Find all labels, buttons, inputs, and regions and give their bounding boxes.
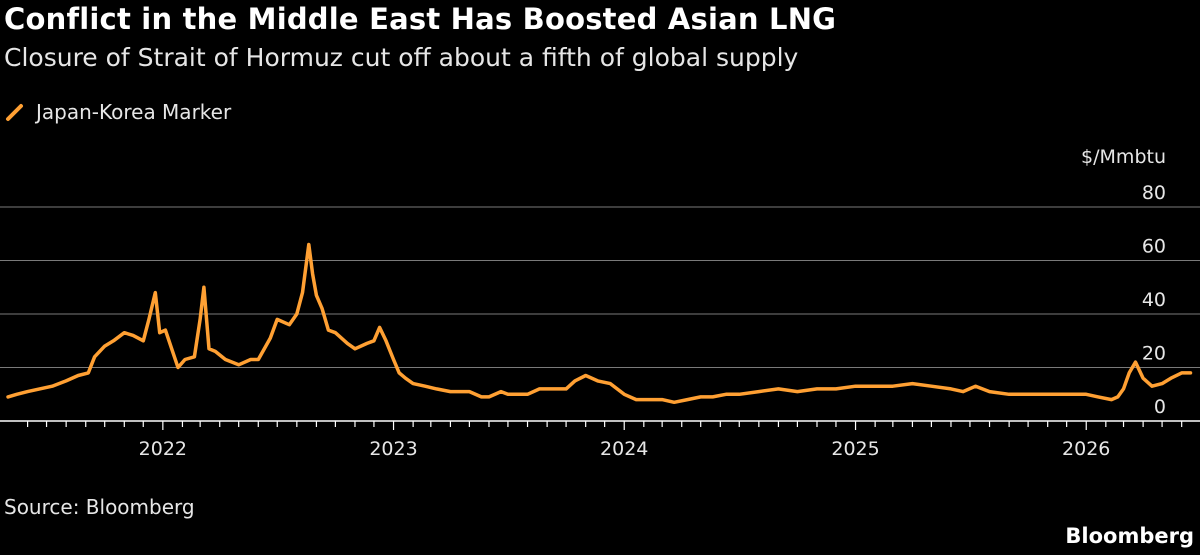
y-tick-label: 80 xyxy=(1142,182,1166,204)
gridlines xyxy=(0,206,1200,368)
x-tick-label: 2026 xyxy=(1062,438,1110,460)
legend-swatch-icon xyxy=(6,104,23,121)
legend-label: Japan-Korea Marker xyxy=(36,100,232,124)
source-note: Source: Bloomberg xyxy=(4,495,195,519)
y-tick-label: 40 xyxy=(1142,289,1166,311)
y-tick-label: 20 xyxy=(1142,343,1166,365)
x-tick-label: 2025 xyxy=(831,438,879,460)
bloomberg-logo: Bloomberg xyxy=(1065,524,1194,548)
x-tick-label: 2024 xyxy=(600,438,648,460)
x-tick-label: 2022 xyxy=(139,438,187,460)
y-tick-label: 60 xyxy=(1142,236,1166,258)
legend: Japan-Korea Marker xyxy=(4,100,231,124)
chart-subtitle: Closure of Strait of Hormuz cut off abou… xyxy=(4,43,799,72)
y-axis: 0 20 40 60 80 xyxy=(1142,182,1166,418)
chart-title: Conflict in the Middle East Has Boosted … xyxy=(4,2,837,36)
x-axis: 2022 2023 2024 2025 2026 xyxy=(0,420,1200,460)
series-line-japan-korea-marker xyxy=(6,242,1193,405)
y-tick-label: 0 xyxy=(1154,396,1166,418)
y-axis-unit-label: $/Mmbtu xyxy=(1081,146,1166,168)
x-tick-label: 2023 xyxy=(369,438,417,460)
